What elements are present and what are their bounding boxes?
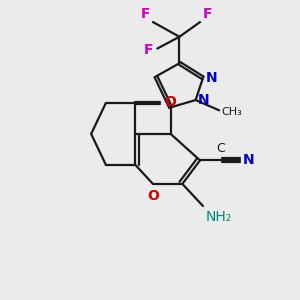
Text: N: N (243, 153, 254, 167)
Text: F: F (143, 43, 153, 57)
Text: C: C (216, 142, 225, 155)
Text: F: F (140, 7, 150, 21)
Text: CH₃: CH₃ (221, 107, 242, 117)
Text: F: F (203, 7, 212, 21)
Text: N: N (206, 71, 218, 85)
Text: N: N (198, 93, 209, 107)
Text: O: O (147, 189, 159, 203)
Text: NH₂: NH₂ (206, 210, 232, 224)
Text: O: O (165, 94, 177, 109)
